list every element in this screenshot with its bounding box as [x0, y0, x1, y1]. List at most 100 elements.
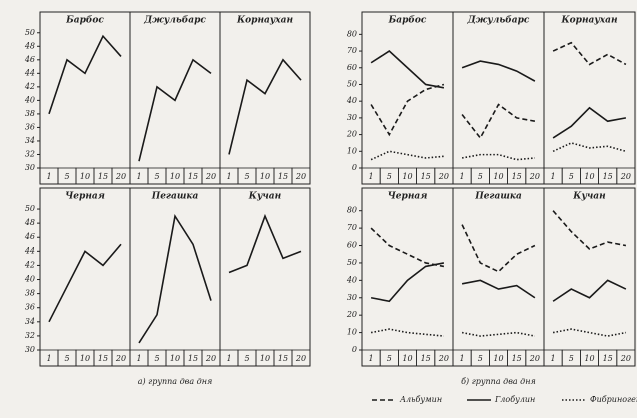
legend-label: Альбумин [399, 395, 442, 404]
x-tick-label: 5 [387, 354, 392, 363]
series-line [461, 60, 536, 82]
y-tick-label: 32 [25, 331, 35, 340]
x-tick-label: 1 [369, 354, 374, 363]
panel-title: Корнаухан [560, 16, 617, 26]
series-line [48, 243, 122, 323]
series-line [48, 34, 122, 115]
panel-title: Джульбарс [467, 15, 530, 26]
x-tick-label: 5 [154, 354, 159, 363]
x-tick-label: 20 [205, 172, 216, 181]
x-tick-label: 5 [387, 172, 392, 181]
y-tick-label: 38 [25, 289, 35, 298]
x-tick-label: 1 [46, 354, 51, 363]
x-tick-label: 15 [603, 354, 613, 363]
series-line [552, 210, 627, 250]
y-tick-label: 30 [347, 293, 357, 302]
x-tick-label: 15 [188, 172, 198, 181]
x-tick-label: 20 [205, 354, 216, 363]
y-tick-label: 30 [25, 163, 35, 172]
series-line [370, 150, 444, 161]
y-tick-label: 34 [25, 136, 35, 145]
x-tick-label: 1 [369, 172, 374, 181]
caption: а) группа два дня [138, 377, 213, 386]
y-tick-label: 48 [24, 41, 35, 50]
x-tick-label: 20 [115, 172, 126, 181]
x-tick-label: 5 [478, 354, 483, 363]
y-tick-label: 30 [347, 113, 357, 122]
x-tick-label: 15 [603, 172, 613, 181]
legend-label: Фибриноген [590, 395, 637, 404]
x-tick-label: 10 [584, 354, 594, 363]
y-tick-label: 60 [347, 241, 357, 250]
x-tick-label: 1 [460, 354, 465, 363]
x-tick-label: 1 [460, 172, 465, 181]
category-box [291, 167, 311, 185]
series-line [552, 279, 627, 302]
series-line [461, 331, 536, 337]
x-tick-label: 10 [584, 172, 594, 181]
x-tick-label: 1 [46, 172, 51, 181]
x-tick-label: 1 [551, 354, 556, 363]
y-tick-label: 10 [347, 328, 357, 337]
y-tick-label: 0 [352, 345, 357, 354]
y-tick-label: 80 [347, 206, 357, 215]
y-tick-label: 40 [24, 95, 35, 104]
panel-title: Черная [388, 192, 428, 202]
category-box [616, 167, 636, 185]
y-tick-label: 70 [347, 46, 357, 55]
x-tick-label: 1 [226, 172, 231, 181]
y-tick-label: 32 [25, 149, 35, 158]
x-tick-label: 15 [98, 172, 108, 181]
panel-title: Пегашка [151, 192, 199, 202]
series-line [370, 328, 444, 337]
panel-title: Барбос [388, 15, 427, 26]
y-tick-label: 40 [346, 96, 357, 105]
series-line [228, 213, 302, 274]
y-tick-label: 50 [347, 79, 357, 88]
series-line [461, 279, 536, 299]
y-tick-label: 20 [346, 310, 357, 319]
panel-frame [452, 187, 545, 367]
series-line [552, 328, 627, 337]
y-tick-label: 80 [347, 29, 357, 38]
y-tick-label: 42 [24, 260, 35, 269]
caption: б) группа два дня [461, 377, 536, 386]
x-tick-label: 5 [64, 354, 69, 363]
series-line [552, 106, 627, 139]
y-tick-label: 44 [24, 68, 35, 77]
series-line [461, 224, 536, 273]
category-box [616, 349, 636, 367]
series-line [370, 227, 445, 268]
x-tick-label: 10 [170, 354, 180, 363]
x-tick-label: 10 [402, 354, 412, 363]
panel-frame [452, 11, 545, 185]
x-tick-label: 15 [188, 354, 198, 363]
x-tick-label: 10 [80, 172, 90, 181]
y-tick-label: 30 [25, 345, 35, 354]
x-tick-label: 15 [278, 172, 288, 181]
y-tick-label: 36 [25, 303, 35, 312]
y-tick-label: 40 [346, 275, 357, 284]
panel-title: Черная [65, 192, 105, 202]
y-tick-label: 48 [24, 218, 35, 227]
panel-title: Джульбарс [143, 15, 206, 26]
x-tick-label: 1 [136, 172, 141, 181]
x-tick-label: 10 [170, 172, 180, 181]
x-tick-label: 5 [154, 172, 159, 181]
y-tick-label: 10 [347, 146, 357, 155]
x-tick-label: 15 [421, 354, 431, 363]
series-line [370, 262, 445, 303]
x-tick-label: 20 [115, 354, 126, 363]
x-tick-label: 10 [260, 172, 270, 181]
x-tick-label: 20 [295, 354, 306, 363]
x-tick-label: 10 [402, 172, 412, 181]
x-tick-label: 10 [260, 354, 270, 363]
y-tick-label: 42 [24, 82, 35, 91]
panel-title: Корнаухан [236, 16, 293, 26]
legend-label: Глобулин [494, 395, 535, 404]
x-tick-label: 20 [529, 172, 540, 181]
x-tick-label: 15 [512, 172, 522, 181]
panel-title: Кучан [572, 192, 606, 202]
x-tick-label: 20 [620, 354, 631, 363]
